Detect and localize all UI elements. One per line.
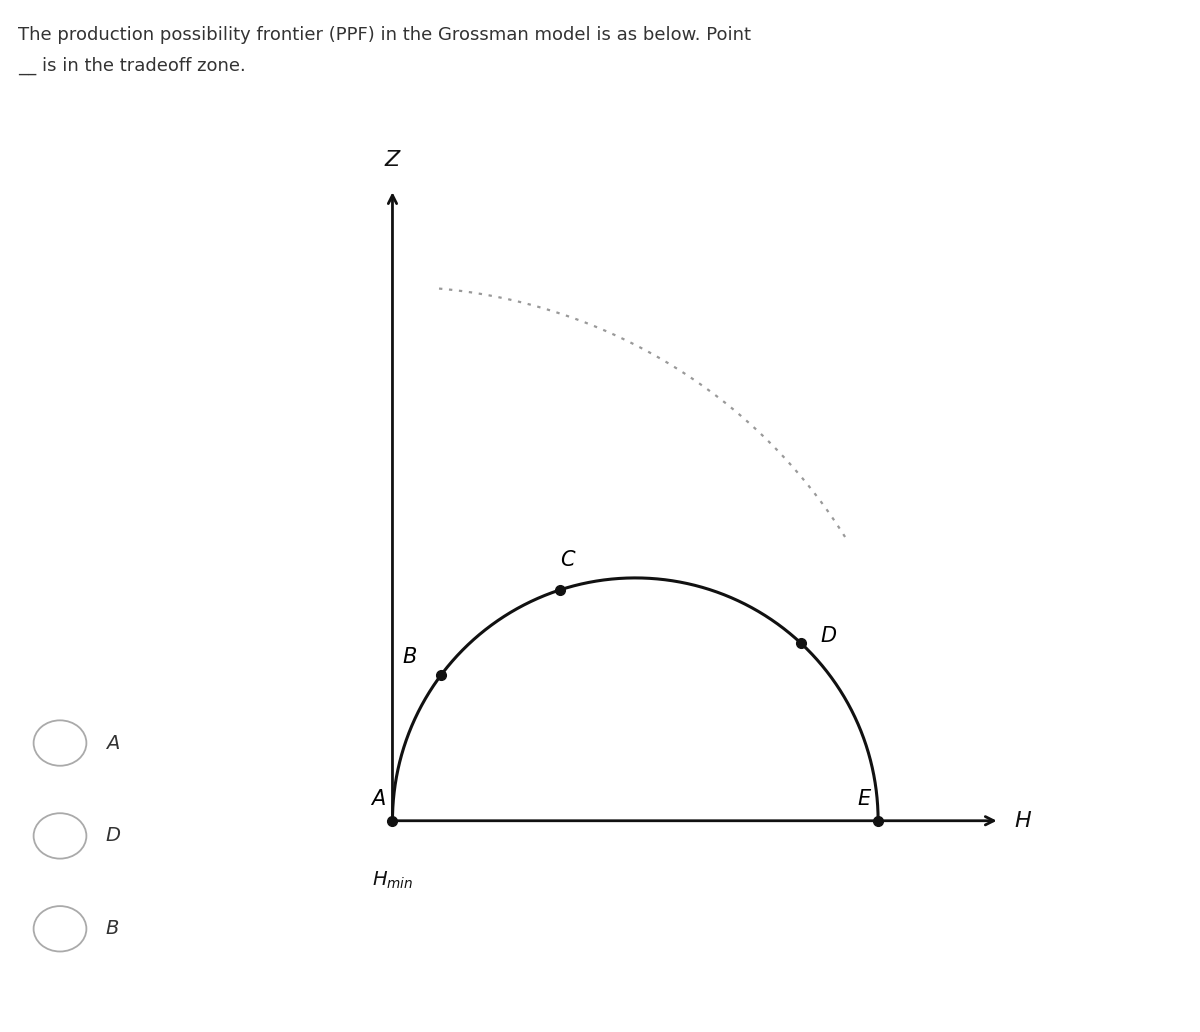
Text: Z: Z (385, 150, 400, 170)
Text: B: B (403, 647, 418, 668)
Text: __ is in the tradeoff zone.: __ is in the tradeoff zone. (18, 57, 246, 75)
Text: A: A (106, 734, 119, 752)
Text: C: C (560, 550, 575, 571)
Text: D: D (106, 827, 120, 845)
Text: A: A (371, 788, 385, 809)
Text: H: H (1014, 811, 1031, 831)
Text: The production possibility frontier (PPF) in the Grossman model is as below. Poi: The production possibility frontier (PPF… (18, 26, 751, 43)
Text: $H_{min}$: $H_{min}$ (372, 869, 413, 891)
Text: B: B (106, 920, 119, 938)
Text: E: E (858, 788, 871, 809)
Text: D: D (821, 625, 836, 646)
